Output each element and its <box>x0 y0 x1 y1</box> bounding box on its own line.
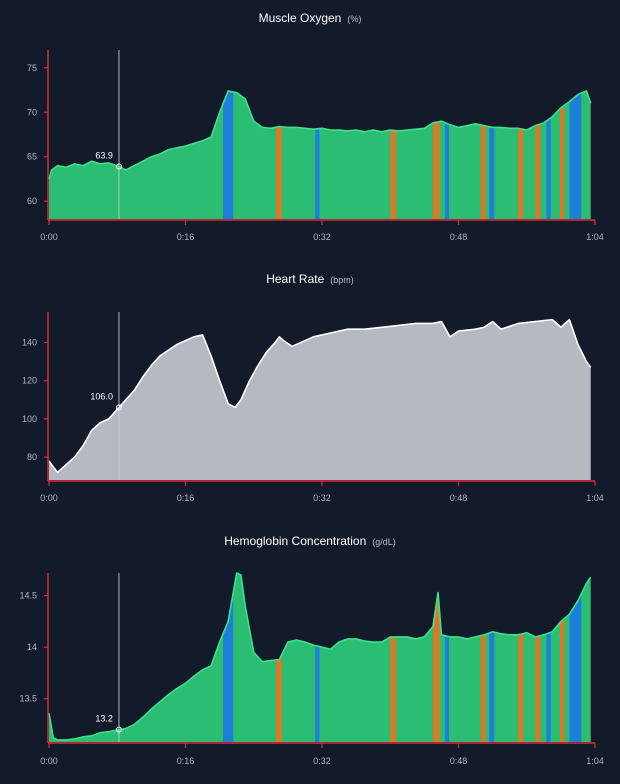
y-tick-label: 100 <box>22 414 37 424</box>
x-tick-label: 0:32 <box>313 232 331 242</box>
zone-band-orange <box>432 573 440 742</box>
y-tick-label: 60 <box>27 196 37 206</box>
zone-band-blue <box>223 573 234 742</box>
x-tick-label: 1:04 <box>586 756 604 766</box>
cursor-readout: 63.9 <box>95 151 113 161</box>
zone-band-orange <box>535 573 541 742</box>
cursor-readout: 13.2 <box>95 714 113 724</box>
x-tick-label: 0:48 <box>450 756 468 766</box>
chart-1: Muscle Oxygen (%) 60 65 70 75 0:00 0:16 0:32 0:48… <box>27 11 604 242</box>
zone-band-blue <box>223 90 234 219</box>
cursor-readout: 106.0 <box>90 391 113 401</box>
y-tick-label: 140 <box>22 338 37 348</box>
zone-band-blue <box>489 573 495 742</box>
chart-title: Heart Rate (bpm) <box>266 272 354 286</box>
x-tick-label: 0:32 <box>313 493 331 503</box>
zone-band-orange <box>390 573 397 742</box>
zone-band-blue <box>569 90 582 219</box>
zone-band-orange <box>480 90 486 219</box>
y-tick-label: 13.5 <box>19 694 37 704</box>
zone-band-blue <box>569 573 582 742</box>
chart-2: Heart Rate (bpm) 80 100 120 140 0:00 0:16 0:32 0:… <box>22 272 604 503</box>
x-tick-label: 1:04 <box>586 232 604 242</box>
chart-title: Hemoglobin Concentration (g/dL) <box>224 534 396 548</box>
band-group <box>223 90 582 219</box>
chart-unit-text: (bpm) <box>330 275 354 285</box>
x-tick-label: 1:04 <box>586 493 604 503</box>
x-tick-label: 0:48 <box>450 493 468 503</box>
series-area <box>49 90 591 219</box>
chart-title-text: Heart Rate <box>266 272 324 286</box>
chart-title: Muscle Oxygen (%) <box>259 11 362 25</box>
zone-band-orange <box>518 90 524 219</box>
zone-band-blue <box>546 573 551 742</box>
x-tick-label: 0:16 <box>177 232 195 242</box>
x-tick-label: 0:00 <box>40 493 58 503</box>
y-tick-label: 80 <box>27 452 37 462</box>
zone-band-orange <box>390 90 397 219</box>
zone-band-orange <box>535 90 541 219</box>
chart-unit-text: (g/dL) <box>372 537 396 547</box>
chart-3: Hemoglobin Concentration (g/dL) 13.5 14 14.5… <box>19 534 603 766</box>
zone-band-blue <box>489 90 495 219</box>
y-tick-label: 120 <box>22 376 37 386</box>
chart-unit-text: (%) <box>347 14 361 24</box>
zone-band-blue <box>444 90 450 219</box>
series-area <box>49 319 591 480</box>
zone-band-orange <box>275 90 282 219</box>
cursor-marker <box>115 726 122 733</box>
series-line <box>48 90 592 180</box>
chart-title-text: Muscle Oxygen <box>259 11 342 25</box>
y-tick-label: 14.5 <box>19 591 37 601</box>
zone-band-orange <box>560 90 565 219</box>
y-tick-label: 70 <box>27 107 37 117</box>
zone-band-blue <box>315 573 320 742</box>
x-tick-label: 0:00 <box>40 756 58 766</box>
series-area <box>49 573 591 742</box>
y-tick-label: 75 <box>27 63 37 73</box>
zone-band-blue <box>315 90 320 219</box>
x-tick-label: 0:16 <box>177 756 195 766</box>
y-tick-label: 14 <box>27 642 37 652</box>
chart-title-text: Hemoglobin Concentration <box>224 534 366 548</box>
x-tick-label: 0:00 <box>40 232 58 242</box>
zone-band-orange <box>560 573 565 742</box>
x-tick-label: 0:16 <box>177 493 195 503</box>
zone-band-blue <box>546 90 551 219</box>
cursor-marker <box>115 404 122 411</box>
series-line <box>48 318 592 474</box>
zone-band-blue <box>444 573 450 742</box>
series-line <box>48 572 592 741</box>
cursor-marker <box>115 163 122 170</box>
zone-band-orange <box>432 90 440 219</box>
x-tick-label: 0:32 <box>313 756 331 766</box>
zone-band-orange <box>518 573 524 742</box>
x-tick-label: 0:48 <box>450 232 468 242</box>
zone-band-orange <box>480 573 486 742</box>
y-tick-label: 65 <box>27 152 37 162</box>
